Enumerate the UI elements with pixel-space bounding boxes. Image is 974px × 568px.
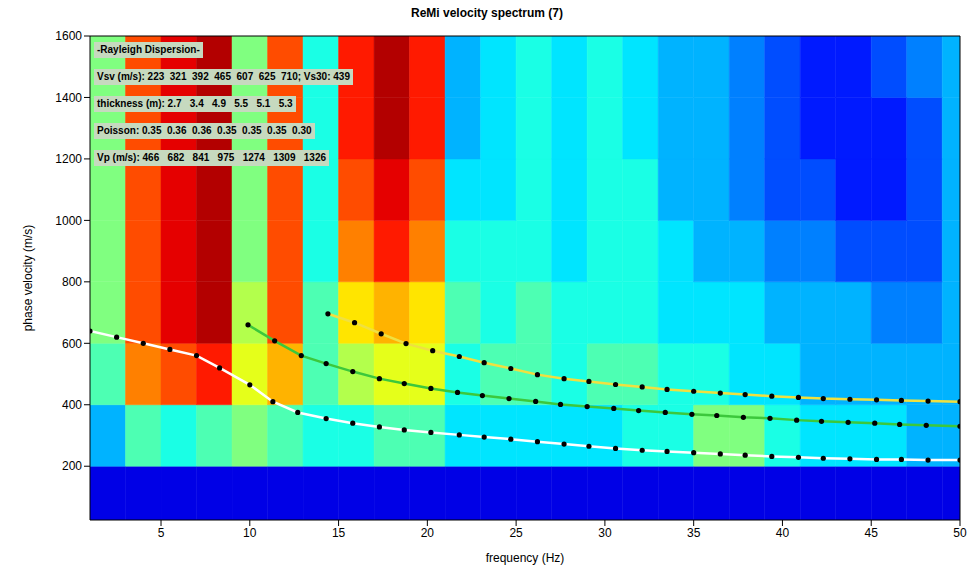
svg-text:phase velocity (m/s): phase velocity (m/s) [21, 225, 35, 332]
svg-text:35: 35 [687, 526, 701, 540]
svg-text:frequency (Hz): frequency (Hz) [486, 551, 565, 565]
svg-text:40: 40 [776, 526, 790, 540]
html-text:ReMi velocity spectrum (7): ReMi velocity spectrum (7) [411, 6, 563, 20]
html-text:Poisson: 0.35 0.36 0.36 0.35 0: Poisson: 0.35 0.36 0.36 0.35 0.35 0.35 0… [97, 125, 312, 136]
svg-text:1200: 1200 [55, 152, 82, 166]
svg-text:5: 5 [158, 526, 165, 540]
html-text:Vsv (m/s): 223 321 392 465 607: Vsv (m/s): 223 321 392 465 607 625 710; … [97, 71, 350, 82]
svg-text:10: 10 [243, 526, 257, 540]
svg-text:800: 800 [62, 275, 82, 289]
svg-text:25: 25 [509, 526, 523, 540]
html-text:-Rayleigh Dispersion-: -Rayleigh Dispersion- [97, 44, 200, 55]
html-text:Vp (m/s): 466 682 841 975 1274: Vp (m/s): 466 682 841 975 1274 1309 1326 [97, 152, 326, 163]
svg-text:1400: 1400 [55, 91, 82, 105]
svg-text:200: 200 [62, 459, 82, 473]
svg-text:1600: 1600 [55, 29, 82, 43]
svg-text:20: 20 [421, 526, 435, 540]
svg-text:400: 400 [62, 398, 82, 412]
html-text:thickness (m): 2.7 3.4 4.9 5.5: thickness (m): 2.7 3.4 4.9 5.5 5.1 5.3 [97, 98, 293, 109]
svg-text:1000: 1000 [55, 214, 82, 228]
svg-text:600: 600 [62, 337, 82, 351]
svg-text:50: 50 [953, 526, 967, 540]
svg-text:15: 15 [332, 526, 346, 540]
svg-text:45: 45 [865, 526, 879, 540]
svg-text:30: 30 [598, 526, 612, 540]
